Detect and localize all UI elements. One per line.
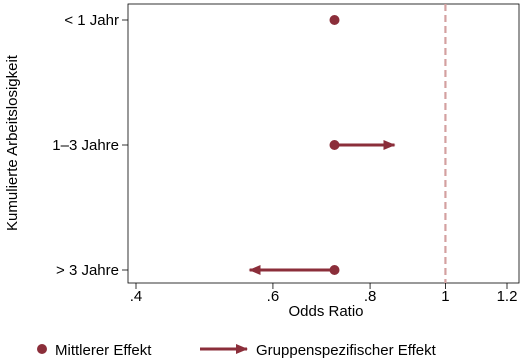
legend-dot-marker: [37, 344, 47, 354]
x-tick-label: .8: [364, 288, 377, 305]
y-tick-label: > 3 Jahre: [56, 262, 119, 279]
x-tick-label: 1.2: [497, 288, 518, 305]
legend: Mittlerer Effekt Gruppenspezifischer Effe…: [37, 342, 437, 358]
plot-frame: [127, 3, 520, 284]
x-tick-label: .6: [267, 288, 280, 305]
legend-label-group: Gruppenspezifischer Effekt: [256, 342, 437, 358]
x-tick-label: .4: [130, 288, 143, 305]
mean-effect-point: [329, 265, 340, 275]
y-tick-label: < 1 Jahr: [64, 12, 119, 29]
legend-label-mean: Mittlerer Effekt: [55, 342, 152, 358]
y-axis-title: Kumulierte Arbeitslosigkeit: [4, 54, 21, 231]
x-tick-label: 1: [441, 288, 449, 305]
x-axis-title: Odds Ratio: [288, 303, 363, 320]
mean-effect-point: [329, 15, 340, 25]
y-tick-label: 1–3 Jahre: [52, 137, 119, 154]
mean-effect-point: [329, 140, 340, 150]
